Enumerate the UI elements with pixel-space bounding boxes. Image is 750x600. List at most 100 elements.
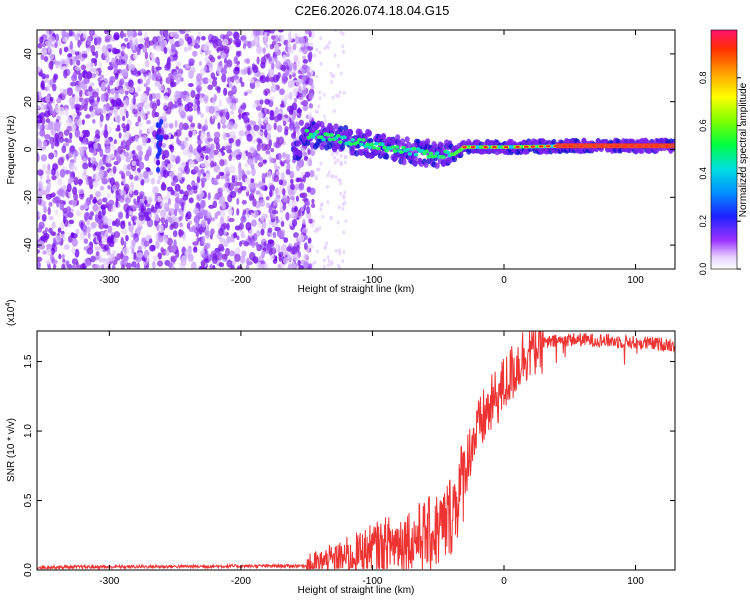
heatmap-noise-cell: [193, 104, 198, 112]
heatmap-noise-cell: [86, 62, 92, 70]
heatmap-noise-cell: [103, 224, 109, 229]
heatmap-noise-cell: [152, 260, 156, 269]
heatmap-noise-cell: [129, 103, 134, 111]
heatmap-noise-cell: [131, 204, 138, 210]
heatmap-noise-cell: [260, 263, 267, 269]
heatmap-noise-cell: [289, 121, 295, 130]
heatmap-noise-cell: [291, 212, 296, 218]
heatmap-noise-cell: [233, 122, 238, 130]
heatmap-noise-cell: [74, 51, 80, 56]
heatmap-noise-cell: [48, 216, 54, 221]
heatmap-noise-cell: [295, 121, 300, 130]
heatmap-noise-cell: [260, 228, 265, 236]
heatmap-noise-cell: [55, 104, 60, 114]
heatmap-noise-cell: [323, 114, 327, 119]
heatmap-noise-cell: [128, 79, 134, 88]
heatmap-noise-cell: [162, 30, 169, 38]
heatmap-noise-cell: [60, 230, 65, 235]
heatmap-noise-cell: [144, 154, 150, 162]
heatmap-noise-cell: [125, 234, 129, 242]
heatmap-noise-cell: [339, 71, 343, 76]
heatmap-noise-cell: [339, 162, 343, 167]
heatmap-noise-cell: [329, 216, 333, 221]
heatmap-ridge-core: [354, 140, 360, 145]
heatmap-noise-cell: [90, 57, 97, 64]
heatmap-noise-cell: [37, 140, 43, 148]
heatmap-noise-cell: [302, 59, 309, 64]
heatmap-noise-cell: [154, 213, 160, 222]
heatmap-noise-cell: [74, 129, 81, 138]
heatmap-noise-cell: [167, 216, 173, 223]
heatmap-noise-cell: [150, 177, 156, 185]
heatmap-noise-cell: [90, 255, 96, 263]
heatmap-noise-cell: [125, 213, 130, 219]
colorbar-label: Normalized spectral amplitude: [738, 82, 749, 217]
heatmap-noise-cell: [251, 63, 256, 71]
heatmap-noise-cell: [118, 211, 124, 220]
heatmap-noise-cell: [132, 155, 137, 162]
heatmap-noise-cell: [38, 212, 42, 218]
heatmap-noise-cell: [71, 264, 77, 269]
heatmap-noise-cell: [118, 88, 125, 95]
heatmap-noise-cell: [106, 251, 112, 256]
heatmap-noise-cell: [307, 52, 313, 60]
heatmap-noise-cell: [91, 91, 99, 98]
heatmap-noise-cell: [148, 93, 153, 102]
heatmap-noise-cell: [301, 228, 308, 233]
heatmap-noise-cell: [231, 85, 237, 93]
heatmap-noise-cell: [239, 222, 244, 231]
heatmap-noise-cell: [135, 121, 139, 127]
heatmap-noise-cell: [246, 89, 253, 95]
spectrogram-x-tick-label: -200: [231, 275, 251, 286]
heatmap-noise-cell: [69, 132, 73, 140]
heatmap-noise-cell: [264, 31, 268, 37]
heatmap-noise-cell: [112, 184, 117, 192]
heatmap-ridge-core: [310, 134, 316, 139]
heatmap-noise-cell: [283, 39, 289, 46]
heatmap-noise-cell: [182, 90, 188, 96]
heatmap-noise-cell: [37, 42, 43, 49]
heatmap-noise-cell: [252, 256, 259, 264]
heatmap-noise-cell: [52, 237, 57, 245]
heatmap-noise-cell: [261, 124, 267, 130]
heatmap-noise-cell: [37, 131, 40, 137]
heatmap-ridge-core: [399, 150, 404, 154]
heatmap-noise-cell: [306, 72, 312, 78]
heatmap-noise-cell: [146, 195, 153, 205]
heatmap-noise-cell: [244, 66, 248, 75]
heatmap-noise-cell: [39, 36, 44, 44]
heatmap-noise-cell: [43, 232, 50, 240]
heatmap-noise-cell: [164, 219, 169, 229]
heatmap-noise-cell: [288, 74, 292, 80]
heatmap-noise-cell: [125, 144, 130, 151]
heatmap-noise-cell: [256, 261, 262, 269]
heatmap-noise-cell: [315, 47, 319, 52]
heatmap-noise-cell: [37, 249, 41, 254]
heatmap-noise-cell: [240, 186, 248, 191]
heatmap-noise-cell: [281, 65, 286, 72]
heatmap-noise-cell: [187, 185, 193, 192]
heatmap-noise-cell: [298, 85, 302, 93]
heatmap-noise-cell: [232, 156, 236, 161]
heatmap-noise-cell: [72, 124, 77, 131]
snr-y-exponent-sup: 4: [5, 303, 12, 307]
heatmap-noise-cell: [123, 33, 127, 38]
heatmap-noise-cell: [253, 72, 258, 77]
heatmap-noise-cell: [305, 200, 310, 207]
heatmap-noise-cell: [89, 82, 95, 87]
heatmap-noise-cell: [116, 114, 121, 124]
heatmap-noise-cell: [331, 95, 335, 100]
heatmap-noise-cell: [187, 253, 194, 262]
heatmap-noise-cell: [114, 218, 121, 228]
heatmap-noise-cell: [115, 152, 121, 161]
heatmap-noise-cell: [297, 259, 301, 267]
heatmap-noise-cell: [333, 155, 337, 160]
heatmap-noise-cell: [59, 47, 63, 56]
snr-x-tick-label: 0: [501, 576, 507, 587]
heatmap-noise-cell: [145, 78, 151, 86]
heatmap-noise-cell: [145, 234, 152, 240]
heatmap-noise-cell: [205, 224, 210, 232]
heatmap-noise-cell: [151, 204, 155, 212]
heatmap-noise-cell: [182, 194, 189, 201]
heatmap-noise-cell: [295, 195, 299, 202]
